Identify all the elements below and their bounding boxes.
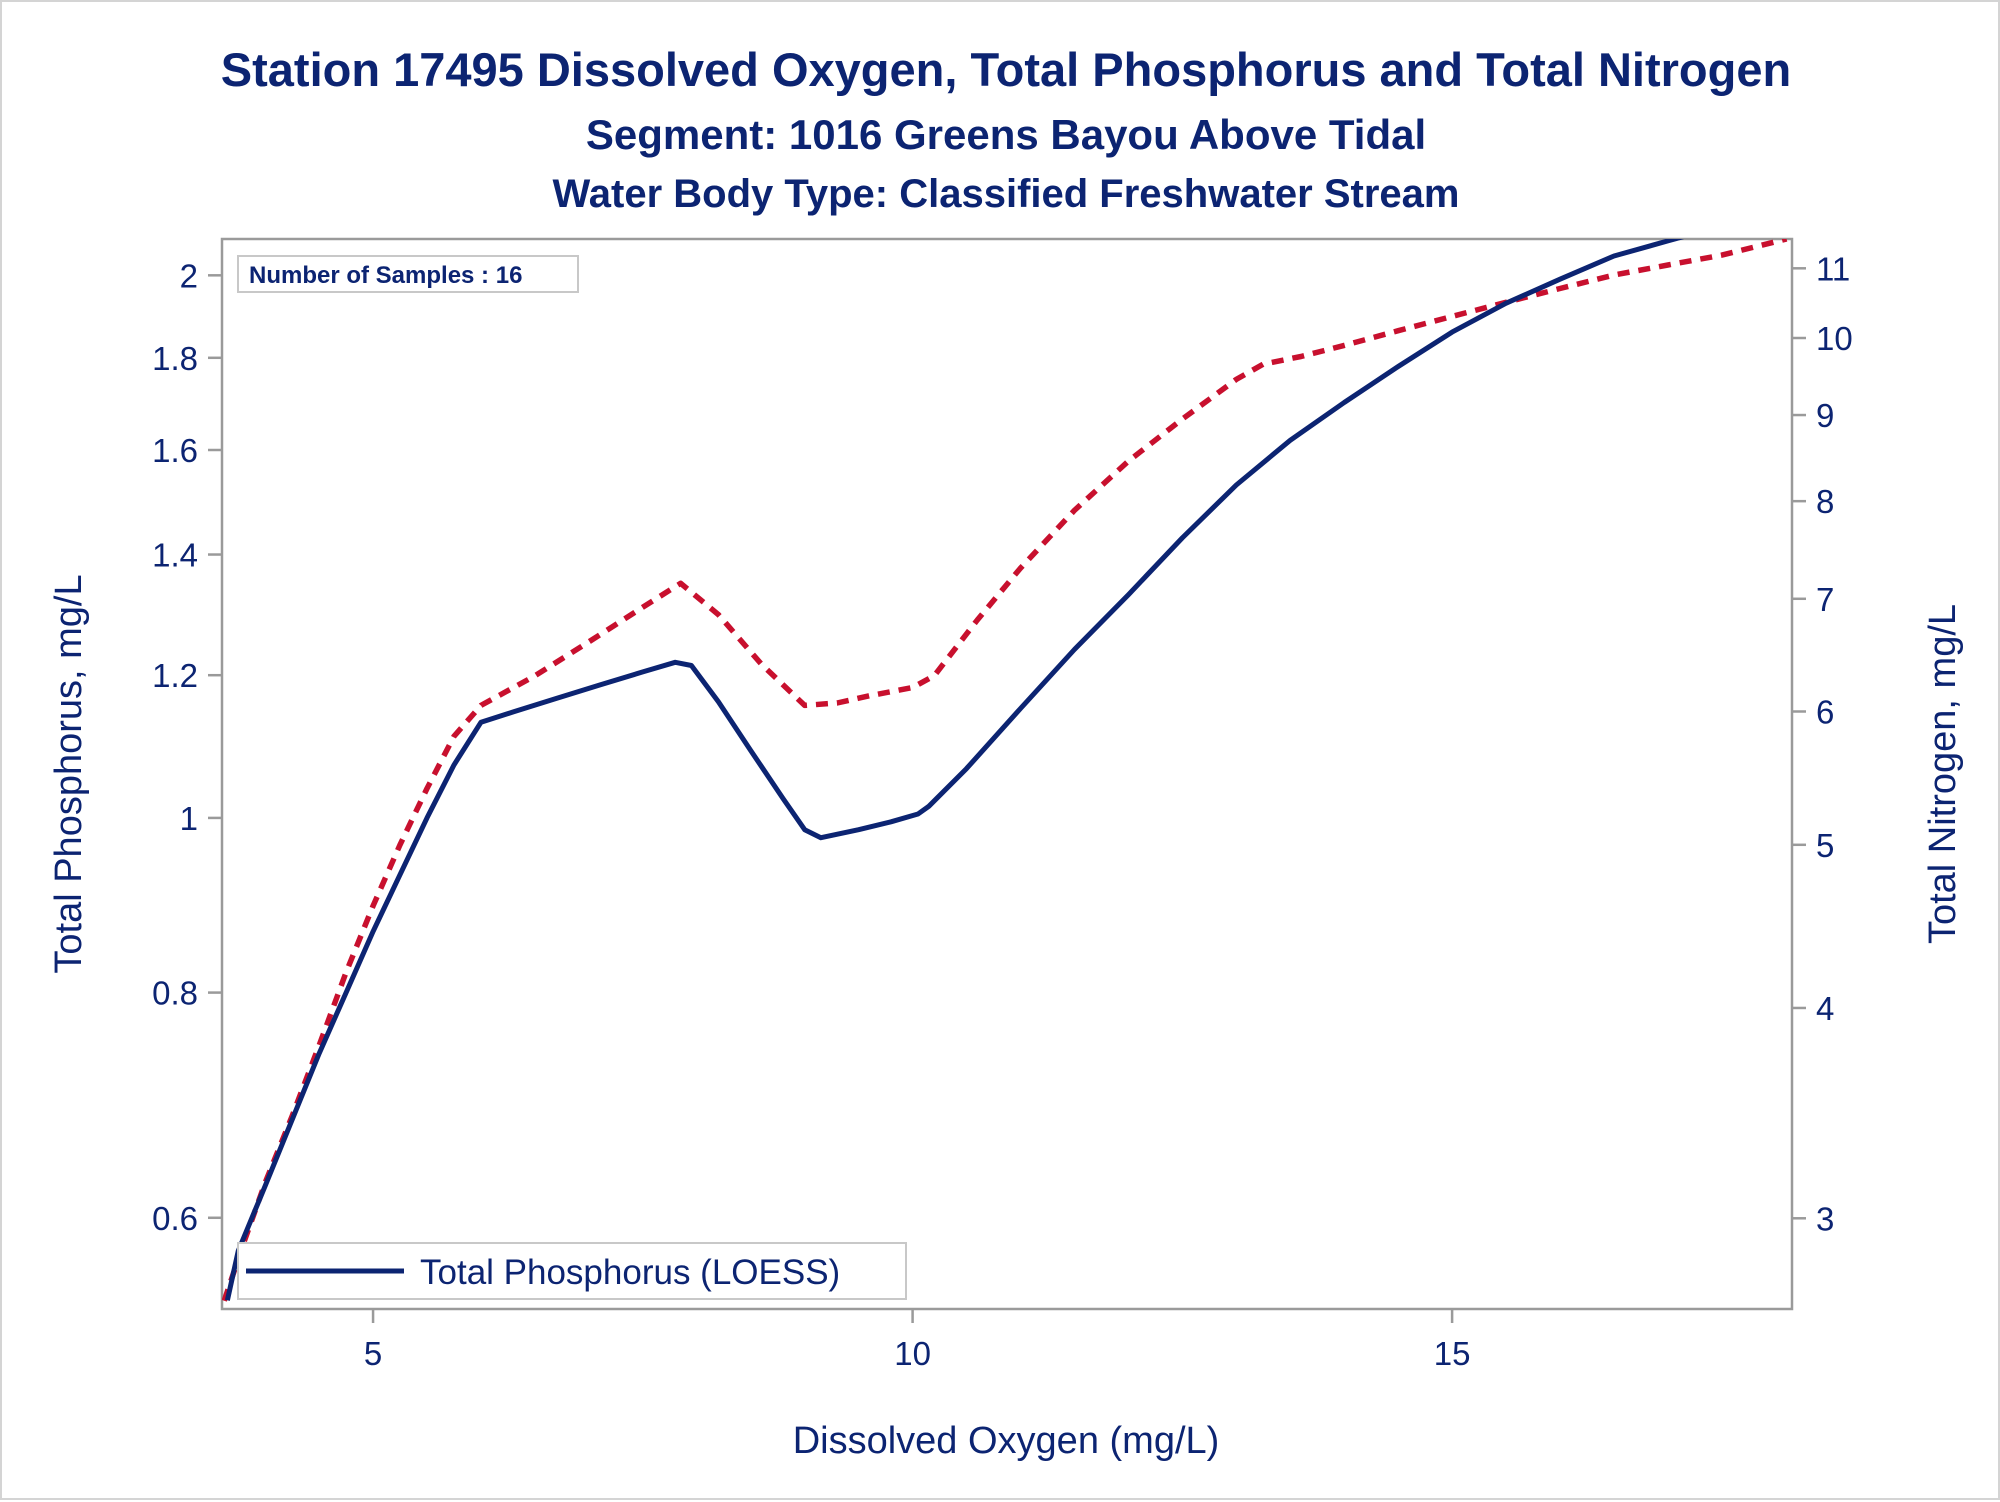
series-layer [222,239,1788,1302]
plot-area [220,237,1794,1311]
sample-count-box [237,255,579,293]
x-axis: 5 10 15 [364,1309,1471,1372]
y2-tick-label: 11 [1816,250,1850,287]
y2-tick-label: 4 [1816,990,1834,1027]
chart-subtitle: Segment: 1016 Greens Bayou Above Tidal [586,111,1426,158]
y2-tick-label: 10 [1816,320,1853,357]
y-tick-label: 1 [180,800,198,837]
y-tick-label: 0.8 [152,975,198,1012]
y-tick-label: 2 [180,257,198,294]
y-tick-label: 0.6 [152,1200,198,1237]
y2-axis-label: Total Nitrogen, mg/L [1922,604,1964,944]
y2-tick-label: 6 [1816,693,1834,730]
legend-entry-label: Total Phosphorus (LOESS) [420,1253,840,1292]
chart-title: Station 17495 Dissolved Oxygen, Total Ph… [221,43,1791,96]
x-axis-label: Dissolved Oxygen (mg/L) [793,1420,1220,1462]
y2-tick-label: 8 [1816,483,1834,520]
y2-tick-label: 9 [1816,397,1834,434]
y-tick-label: 1.8 [152,340,198,377]
y-tick-label: 1.4 [152,537,198,574]
x-tick-label: 5 [364,1335,382,1372]
sample-count-annotation: Number of Samples : 16 [249,262,522,289]
x-tick-label: 10 [894,1335,931,1372]
chart-subtitle-2: Water Body Type: Classified Freshwater S… [553,172,1460,216]
y-tick-label: 1.2 [152,657,198,694]
y2-tick-label: 7 [1816,581,1834,618]
series-line-total-nitrogen [222,239,1788,1302]
y-axis-left: 0.6 0.8 1 1.2 1.4 1.6 1.8 2 [152,257,222,1237]
series-line-total-phosphorus [224,239,1685,1301]
y-axis-label: Total Phosphorus, mg/L [48,574,90,973]
y2-tick-label: 5 [1816,827,1834,864]
y-tick-label: 1.6 [152,432,198,469]
y2-tick-label: 3 [1816,1200,1834,1237]
x-tick-label: 15 [1434,1335,1471,1372]
y-axis-right: 3 4 5 6 7 8 9 10 11 [1792,250,1853,1237]
